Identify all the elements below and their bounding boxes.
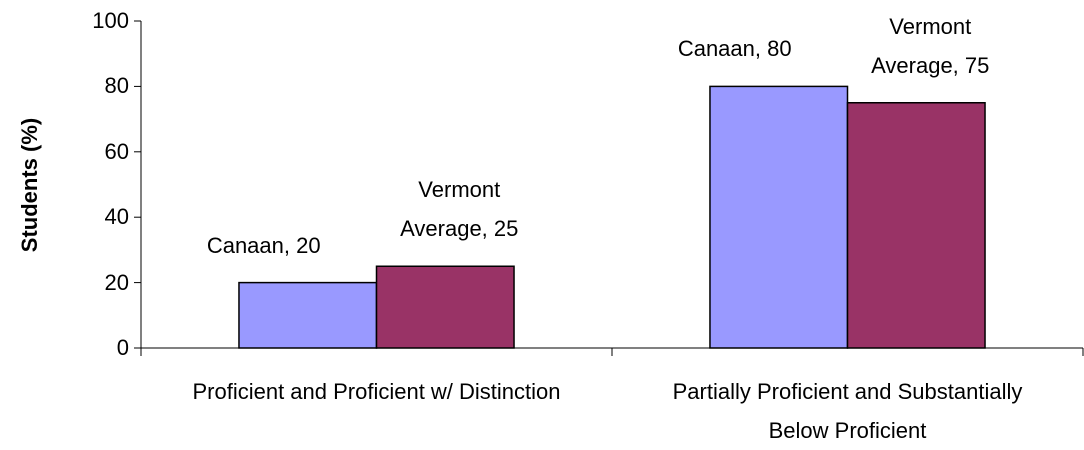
- y-axis-title: Students (%): [17, 117, 42, 253]
- bar: [846, 102, 986, 349]
- data-label: Canaan, 20: [206, 232, 321, 258]
- y-tick-label: 20: [104, 269, 129, 295]
- bar: [709, 85, 849, 349]
- data-label: Canaan, 80: [677, 36, 792, 62]
- y-tick-label: 100: [92, 8, 129, 33]
- bar: [375, 265, 515, 349]
- data-label: Vermont Average, 75: [871, 13, 990, 78]
- y-tick-label: 40: [104, 204, 129, 230]
- x-tick-label: Proficient and Proficient w/ Distinction: [192, 379, 561, 404]
- x-tick-label: Partially Proficient and Substantially B…: [672, 379, 1023, 443]
- y-tick-label: 60: [104, 138, 129, 164]
- y-tick-label: 80: [104, 73, 129, 99]
- y-tick-label: 0: [116, 335, 129, 360]
- bar: [238, 281, 378, 349]
- data-label: Vermont Average, 25: [400, 177, 519, 242]
